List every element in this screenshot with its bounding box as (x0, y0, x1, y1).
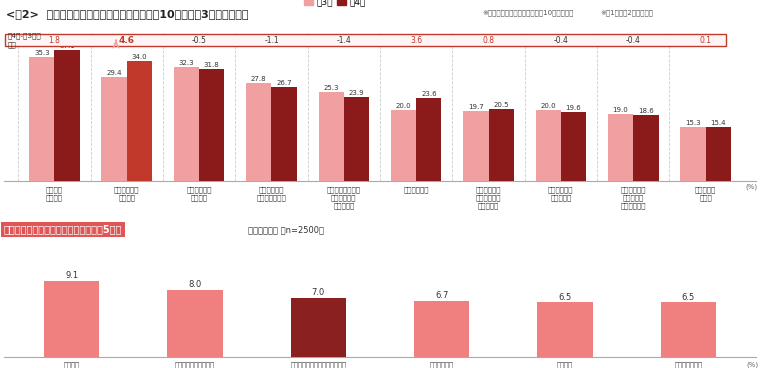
Text: 0.1: 0.1 (699, 36, 711, 45)
Text: 26.7: 26.7 (277, 80, 292, 86)
Bar (102, 77, 127, 181)
Text: -1.4: -1.4 (337, 36, 351, 45)
Text: -0.4: -0.4 (553, 36, 568, 45)
Bar (199, 69, 224, 181)
Text: -0.5: -0.5 (192, 36, 207, 45)
Text: 20.0: 20.0 (540, 103, 556, 109)
Text: 6.5: 6.5 (559, 293, 572, 302)
Text: (%): (%) (746, 361, 758, 368)
Bar (416, 98, 442, 181)
Bar (391, 110, 416, 181)
Text: <図2>  緊急事態宣言後、困っていること上位10項目（第3回との比較）: <図2> 緊急事態宣言後、困っていること上位10項目（第3回との比較） (6, 9, 249, 19)
Text: （全体ベース 各n=2500）: （全体ベース 各n=2500） (249, 225, 325, 234)
Text: 1.8: 1.8 (49, 36, 60, 45)
Bar (174, 67, 199, 181)
Text: 20.0: 20.0 (396, 103, 411, 109)
Text: 6.7: 6.7 (435, 291, 448, 300)
Text: 27.8: 27.8 (251, 76, 267, 82)
Text: 23.6: 23.6 (421, 91, 437, 97)
Text: 19.6: 19.6 (565, 105, 581, 111)
Bar (44, 281, 100, 357)
Legend: 第3回, 第4回: 第3回, 第4回 (300, 0, 370, 10)
Text: 18.6: 18.6 (638, 108, 654, 114)
Bar (271, 87, 297, 181)
Bar (318, 92, 344, 181)
Bar (463, 112, 489, 181)
Text: 8.0: 8.0 (188, 280, 201, 289)
Text: 34.0: 34.0 (131, 54, 147, 60)
Bar (246, 83, 271, 181)
Text: 0.8: 0.8 (483, 36, 495, 45)
Bar (167, 290, 223, 357)
Bar (660, 302, 716, 357)
Text: 7.0: 7.0 (312, 289, 325, 297)
Bar (55, 50, 80, 181)
Bar (536, 110, 561, 181)
Text: 3.6: 3.6 (410, 36, 423, 45)
Text: 15.4: 15.4 (711, 120, 726, 125)
Text: 25.3: 25.3 (324, 85, 339, 91)
Text: 35.3: 35.3 (34, 50, 49, 56)
Text: 20.5: 20.5 (493, 102, 509, 107)
Bar (561, 112, 586, 181)
Text: 第4回-第3回の
差分: 第4回-第3回の 差分 (8, 33, 41, 48)
Text: ※第1回、第2回は非聴取: ※第1回、第2回は非聴取 (600, 9, 654, 16)
FancyBboxPatch shape (5, 34, 726, 46)
Text: (%): (%) (746, 184, 758, 190)
Text: -0.4: -0.4 (625, 36, 641, 45)
Bar (705, 127, 731, 181)
Text: ※今回のスコアをベースに上位10項目を掲載: ※今回のスコアをベースに上位10項目を掲載 (483, 9, 574, 16)
Bar (489, 109, 514, 181)
Bar (290, 298, 346, 357)
Text: 23.9: 23.9 (349, 90, 364, 96)
Text: 31.8: 31.8 (204, 62, 220, 68)
Text: 19.7: 19.7 (468, 105, 483, 110)
Bar (608, 114, 633, 181)
Bar (633, 115, 658, 181)
Bar (127, 61, 152, 181)
Text: 15.3: 15.3 (685, 120, 701, 126)
Text: 4.6: 4.6 (119, 36, 135, 45)
Text: 32.3: 32.3 (179, 60, 195, 66)
Bar (344, 97, 369, 181)
Text: 29.4: 29.4 (106, 70, 122, 76)
Bar (414, 301, 470, 357)
Text: -1.1: -1.1 (264, 36, 279, 45)
Bar (29, 57, 55, 181)
Text: 今後購入したい商品・サービス　上位5項目: 今後購入したい商品・サービス 上位5項目 (4, 224, 122, 235)
Text: 37.1: 37.1 (59, 43, 75, 49)
Text: 9.1: 9.1 (65, 271, 78, 280)
Text: 19.0: 19.0 (613, 107, 629, 113)
Bar (680, 127, 705, 181)
Bar (537, 302, 593, 357)
Text: 6.5: 6.5 (682, 293, 695, 302)
